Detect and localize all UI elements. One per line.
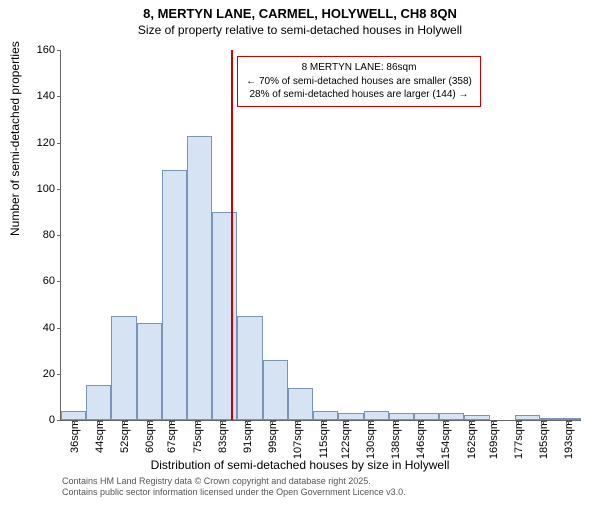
footer-attribution: Contains HM Land Registry data © Crown c…: [62, 476, 406, 498]
x-axis-label: Distribution of semi-detached houses by …: [0, 458, 600, 472]
histogram-bar: [364, 411, 389, 420]
annotation-line-3: 28% of semi-detached houses are larger (…: [246, 88, 472, 102]
x-tick-mark: [297, 420, 298, 424]
x-tick-mark: [247, 420, 248, 424]
x-tick-label: 193sqm: [561, 420, 575, 459]
x-tick-label: 75sqm: [190, 420, 204, 453]
y-tick-mark: [57, 328, 61, 329]
histogram-bar: [137, 323, 162, 420]
x-tick-mark: [420, 420, 421, 424]
histogram-bar: [162, 170, 187, 420]
x-tick-label: 162sqm: [464, 420, 478, 459]
y-tick-mark: [57, 50, 61, 51]
x-tick-label: 67sqm: [164, 420, 178, 453]
x-tick-mark: [197, 420, 198, 424]
x-tick-mark: [370, 420, 371, 424]
histogram-bar: [515, 415, 540, 420]
histogram-bar: [338, 413, 363, 420]
histogram-bar: [313, 411, 338, 420]
x-tick-label: 91sqm: [240, 420, 254, 453]
y-tick-mark: [57, 374, 61, 375]
x-tick-mark: [222, 420, 223, 424]
annotation-line-2: ← 70% of semi-detached houses are smalle…: [246, 75, 472, 89]
x-tick-mark: [171, 420, 172, 424]
annotation-line-1: 8 MERTYN LANE: 86sqm: [246, 61, 472, 75]
histogram-bar: [111, 316, 136, 420]
histogram-bar: [263, 360, 288, 420]
x-tick-mark: [99, 420, 100, 424]
x-tick-label: 107sqm: [290, 420, 304, 459]
x-tick-mark: [518, 420, 519, 424]
x-tick-label: 115sqm: [316, 420, 330, 458]
x-tick-mark: [395, 420, 396, 424]
y-tick-mark: [57, 235, 61, 236]
x-tick-label: 177sqm: [511, 420, 525, 459]
x-tick-label: 169sqm: [486, 420, 500, 459]
x-tick-mark: [568, 420, 569, 424]
x-tick-mark: [543, 420, 544, 424]
y-tick-mark: [57, 281, 61, 282]
histogram-bar: [464, 415, 489, 420]
footer-line-2: Contains public sector information licen…: [62, 487, 406, 498]
x-tick-mark: [272, 420, 273, 424]
x-tick-label: 60sqm: [142, 420, 156, 453]
histogram-bar: [565, 418, 581, 420]
x-tick-label: 83sqm: [215, 420, 229, 453]
histogram-bar: [439, 413, 464, 420]
x-tick-label: 130sqm: [363, 420, 377, 459]
histogram-bar: [237, 316, 262, 420]
y-tick-mark: [57, 96, 61, 97]
x-tick-label: 122sqm: [338, 420, 352, 459]
x-tick-label: 185sqm: [536, 420, 550, 459]
footer-line-1: Contains HM Land Registry data © Crown c…: [62, 476, 406, 487]
x-tick-label: 52sqm: [117, 420, 131, 453]
x-tick-label: 138sqm: [388, 420, 402, 459]
x-tick-label: 146sqm: [413, 420, 427, 459]
x-tick-mark: [445, 420, 446, 424]
histogram-bar: [389, 413, 414, 420]
histogram-bar: [212, 212, 237, 420]
x-tick-mark: [124, 420, 125, 424]
y-tick-mark: [57, 143, 61, 144]
histogram-bar: [414, 413, 439, 420]
x-tick-mark: [149, 420, 150, 424]
histogram-bar: [187, 136, 212, 420]
x-tick-mark: [493, 420, 494, 424]
x-tick-mark: [323, 420, 324, 424]
x-tick-mark: [74, 420, 75, 424]
y-tick-mark: [57, 420, 61, 421]
x-tick-label: 99sqm: [265, 420, 279, 453]
histogram-bar: [288, 388, 313, 420]
plot-area: 02040608010012014016036sqm44sqm52sqm60sq…: [60, 50, 581, 421]
chart-title-sub: Size of property relative to semi-detach…: [0, 23, 600, 37]
chart-container: 8, MERTYN LANE, CARMEL, HOLYWELL, CH8 8Q…: [0, 6, 600, 506]
chart-title-main: 8, MERTYN LANE, CARMEL, HOLYWELL, CH8 8Q…: [0, 6, 600, 21]
x-tick-label: 44sqm: [92, 420, 106, 453]
y-tick-mark: [57, 189, 61, 190]
x-tick-label: 36sqm: [67, 420, 81, 453]
x-tick-mark: [471, 420, 472, 424]
histogram-bar: [61, 411, 86, 420]
histogram-bar: [86, 385, 111, 420]
histogram-bar: [540, 418, 565, 420]
property-marker-line: [231, 50, 233, 420]
x-tick-mark: [345, 420, 346, 424]
x-tick-label: 154sqm: [438, 420, 452, 459]
annotation-box: 8 MERTYN LANE: 86sqm← 70% of semi-detach…: [237, 56, 481, 107]
y-axis-label: Number of semi-detached properties: [8, 41, 22, 236]
